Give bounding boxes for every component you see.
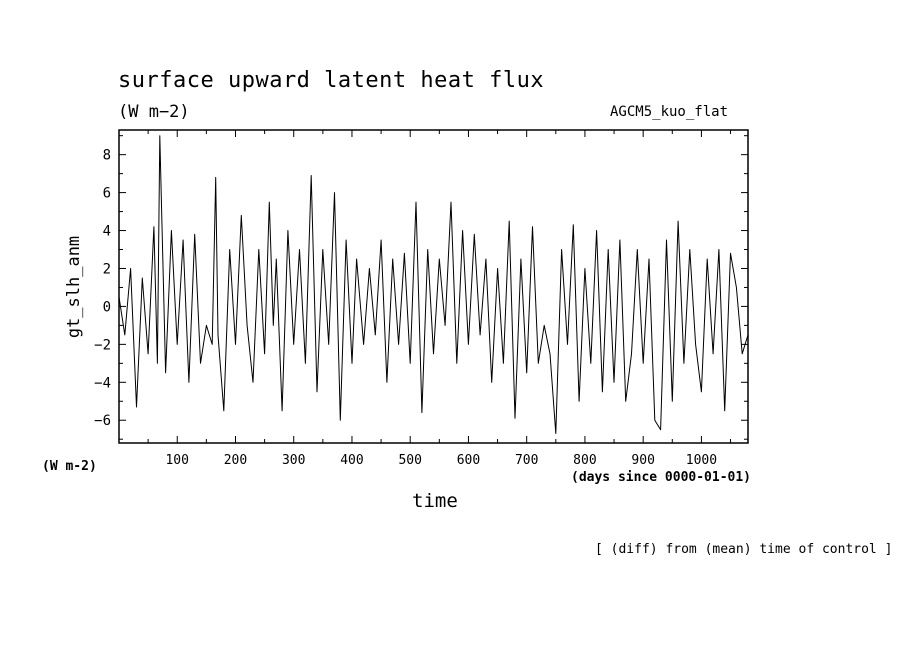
y-tick-label: 0 xyxy=(103,299,111,315)
plot-frame xyxy=(118,129,749,444)
x-tick-label: 900 xyxy=(631,453,654,468)
y-tick-label: −2 xyxy=(94,337,111,353)
x-tick-label: 700 xyxy=(515,453,538,468)
series-group xyxy=(118,135,749,434)
y-axis-unit: (W m-2) xyxy=(42,459,97,474)
y-tick-label: 8 xyxy=(103,148,111,164)
x-tick-label: 200 xyxy=(224,453,247,468)
y-tick-label: −6 xyxy=(94,413,111,429)
x-axis: 100 200 300 400 500 600 700 800 900 1000 xyxy=(147,130,732,468)
x-tick-label: 400 xyxy=(340,453,363,468)
chart-title: surface upward latent heat flux xyxy=(118,68,545,93)
x-tick-label: 300 xyxy=(282,453,305,468)
x-tick-label: 800 xyxy=(573,453,596,468)
series-line xyxy=(118,135,749,434)
y-tick-label: 6 xyxy=(103,186,111,202)
experiment-label: AGCM5_kuo_flat xyxy=(610,104,729,120)
diff-note: [ (diff) from (mean) time of control ] xyxy=(595,542,893,557)
x-axis-label: time xyxy=(412,490,458,512)
y-tick-label: 4 xyxy=(103,224,111,240)
x-tick-label: 600 xyxy=(457,453,480,468)
y-tick-label: −4 xyxy=(94,375,111,391)
x-tick-label: 100 xyxy=(165,453,188,468)
y-tick-label: 2 xyxy=(103,261,111,277)
y-axis: −6 −4 −2 0 2 4 6 8 xyxy=(94,135,748,440)
x-tick-label: 500 xyxy=(398,453,421,468)
x-tick-label: 1000 xyxy=(686,453,717,468)
x-axis-unit: (days since 0000-01-01) xyxy=(571,470,752,485)
chart-units: (W m−2) xyxy=(118,102,190,122)
